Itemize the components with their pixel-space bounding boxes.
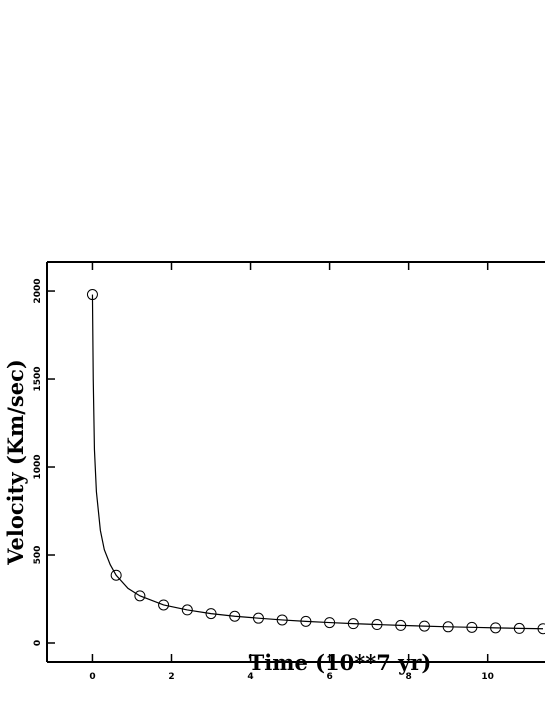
x-tick-label: 4: [247, 672, 253, 682]
y-tick-label: 500: [33, 546, 43, 565]
line: [91, 294, 544, 630]
x-tick-label: 6: [326, 672, 332, 682]
marker: [158, 599, 170, 611]
marker: [110, 569, 122, 581]
y-tick-label: 1000: [33, 454, 43, 479]
frame: [46, 261, 545, 663]
y-tick-label: 1500: [33, 366, 43, 391]
y-axis-label: Velocity (Km/sec): [3, 359, 28, 566]
x-axis-label: Time (10**7 yr): [249, 650, 432, 675]
x-tick-label: 8: [406, 672, 412, 682]
marker: [181, 604, 193, 616]
plot-area: [86, 289, 545, 635]
y-tick-label: 0: [33, 640, 43, 646]
x-tick-label: 0: [89, 672, 95, 682]
marker: [134, 590, 146, 602]
y-tick-label: 2000: [33, 279, 43, 304]
x-tick-label: 10: [481, 672, 494, 682]
x-tick-label: 2: [168, 672, 174, 682]
